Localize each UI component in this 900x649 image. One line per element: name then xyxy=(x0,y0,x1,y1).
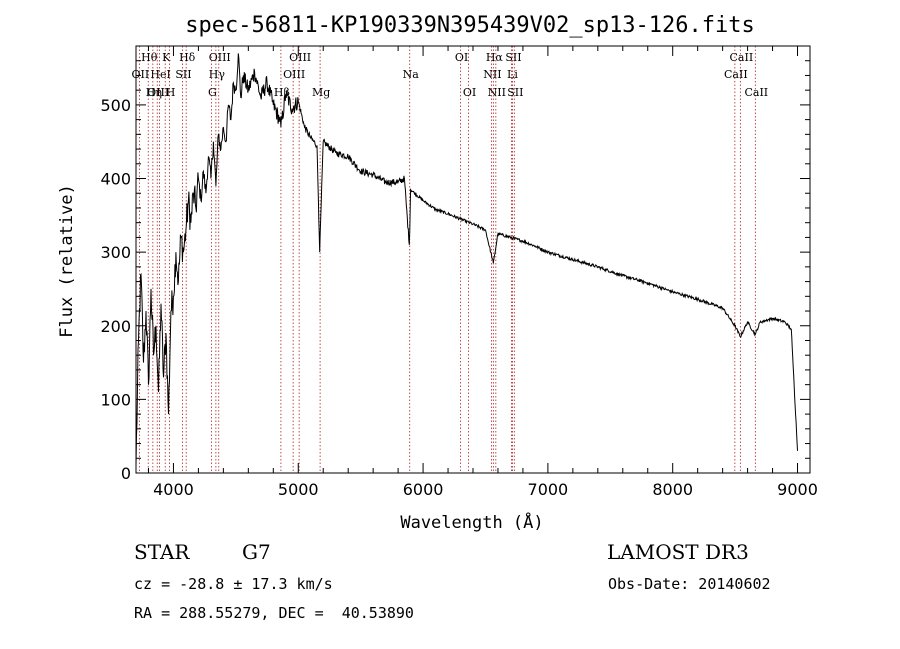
line-marker-label: Hα xyxy=(486,51,504,64)
x-tick-label: 6000 xyxy=(403,480,444,499)
survey-name: LAMOST DR3 xyxy=(607,540,749,564)
line-marker-label: CaII xyxy=(724,68,748,81)
x-tick-label: 7000 xyxy=(528,480,569,499)
line-marker-label: OIII xyxy=(283,68,305,81)
line-marker-label: OIII xyxy=(289,51,311,64)
y-tick-label: 400 xyxy=(100,170,131,189)
line-marker-label: Na xyxy=(403,68,420,81)
line-marker-label: SII xyxy=(507,86,523,99)
x-tick-label: 9000 xyxy=(777,480,818,499)
y-tick-label: 500 xyxy=(100,96,131,115)
line-marker-label: CaII xyxy=(730,51,754,64)
spectrum-line xyxy=(135,53,798,466)
plot-frame xyxy=(135,45,811,474)
line-marker-label: Hγ xyxy=(209,68,226,81)
line-marker-label: HeI xyxy=(150,68,170,81)
object-subclass: G7 xyxy=(242,540,271,564)
line-marker-label: Hδ xyxy=(179,51,196,64)
y-tick-label: 0 xyxy=(121,464,131,483)
y-axis-ticks: 0 100 200 300 400 500 xyxy=(100,60,810,483)
y-tick-label: 200 xyxy=(100,317,131,336)
line-marker-label: G xyxy=(208,86,217,99)
y-tick-label: 100 xyxy=(100,390,131,409)
line-marker-label: Mg xyxy=(312,86,330,99)
line-marker-label: Hη xyxy=(146,86,162,99)
line-marker-label: H xyxy=(166,86,176,99)
line-marker-label: K xyxy=(162,51,171,64)
spectrum-line-group xyxy=(135,53,798,466)
line-marker-label: CaII xyxy=(744,86,768,99)
x-tick-label: 5000 xyxy=(278,480,319,499)
line-marker-label: OI xyxy=(463,86,476,99)
x-tick-label: 4000 xyxy=(153,480,194,499)
line-marker-label: OIII xyxy=(209,51,231,64)
line-marker-label: SII xyxy=(505,51,521,64)
redshift-velocity: cz = -28.8 ± 17.3 km/s xyxy=(134,575,333,593)
chart-title: spec-56811-KP190339N395439V02_sp13-126.f… xyxy=(185,13,755,38)
object-class: STAR xyxy=(134,540,190,564)
observation-date: Obs-Date: 20140602 xyxy=(608,575,771,593)
x-axis-ticks: 4000 5000 6000 7000 8000 9000 xyxy=(147,46,818,499)
line-marker-label: NII xyxy=(488,86,506,99)
coordinates: RA = 288.55279, DEC = 40.53890 xyxy=(134,604,414,622)
line-marker-label: Hθ xyxy=(141,51,158,64)
line-marker-label: OII xyxy=(132,68,150,81)
x-tick-label: 8000 xyxy=(652,480,693,499)
line-marker-label: SII xyxy=(175,68,191,81)
line-marker-label: Li xyxy=(507,68,518,81)
y-tick-label: 300 xyxy=(100,243,131,262)
line-marker-label: NII xyxy=(483,68,501,81)
line-marker-label: OI xyxy=(455,51,468,64)
x-axis-label: Wavelength (Å) xyxy=(400,511,543,533)
y-axis-label: Flux (relative) xyxy=(57,184,77,338)
